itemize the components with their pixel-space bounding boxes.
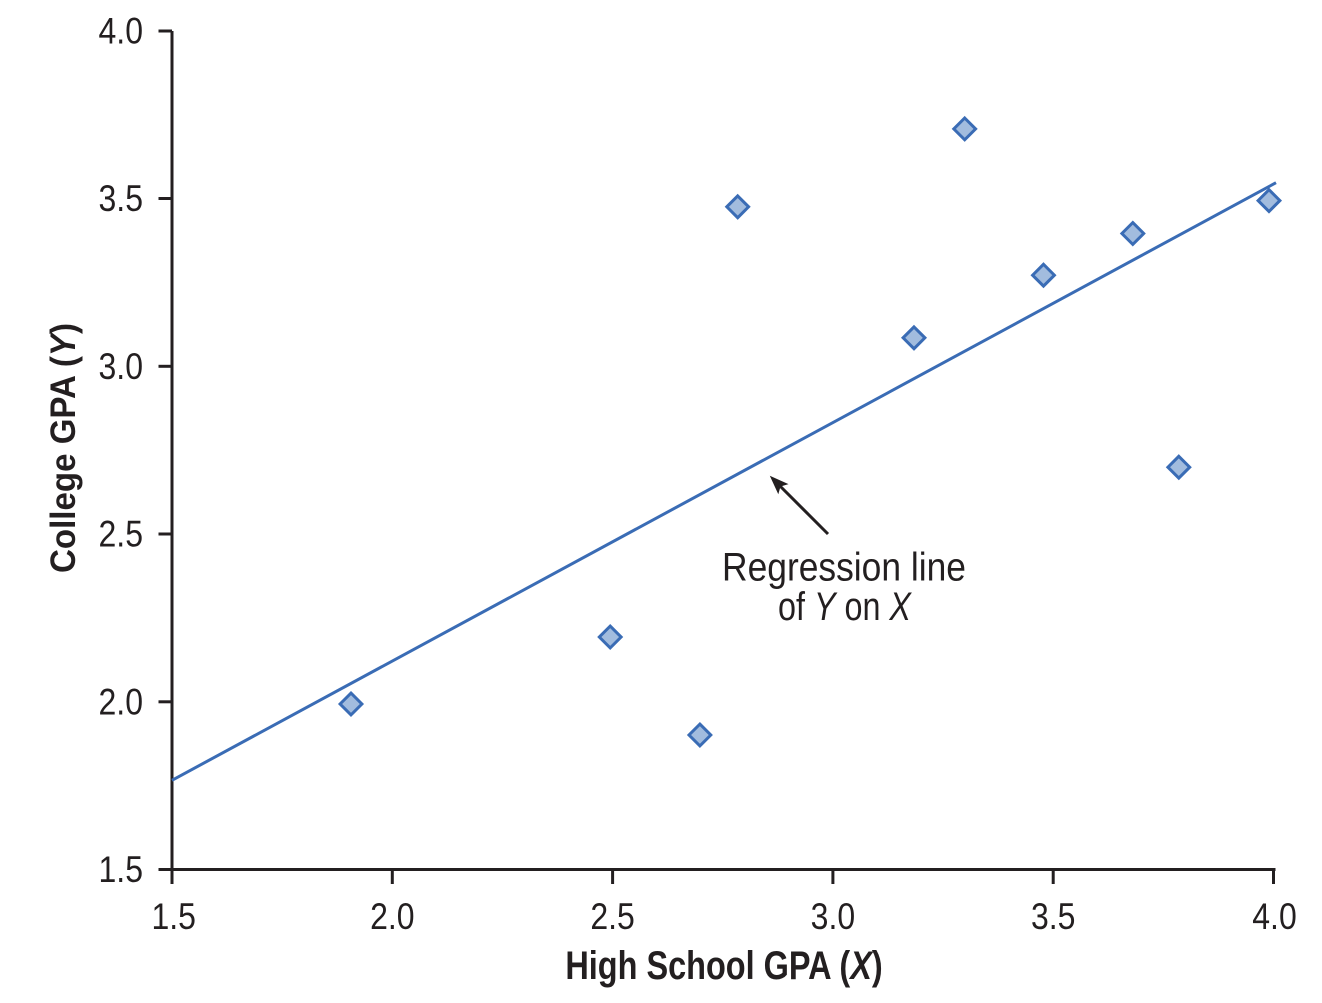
svg-text:Regression line: Regression line bbox=[722, 545, 966, 589]
svg-text:of Y on X: of Y on X bbox=[778, 584, 913, 629]
svg-text:2.5: 2.5 bbox=[99, 514, 143, 555]
svg-text:2.5: 2.5 bbox=[590, 897, 634, 938]
svg-text:2.0: 2.0 bbox=[370, 897, 414, 938]
svg-text:1.5: 1.5 bbox=[151, 897, 195, 938]
svg-text:3.5: 3.5 bbox=[99, 179, 143, 220]
svg-text:1.5: 1.5 bbox=[99, 850, 143, 891]
svg-text:2.0: 2.0 bbox=[99, 682, 143, 723]
svg-text:3.0: 3.0 bbox=[99, 347, 143, 388]
svg-text:3.0: 3.0 bbox=[811, 897, 855, 938]
svg-text:4.0: 4.0 bbox=[99, 11, 143, 52]
svg-text:4.0: 4.0 bbox=[1252, 897, 1296, 938]
svg-text:High School GPA (X): High School GPA (X) bbox=[565, 943, 882, 988]
svg-text:College GPA (Y): College GPA (Y) bbox=[44, 323, 83, 573]
svg-text:3.5: 3.5 bbox=[1031, 897, 1075, 938]
